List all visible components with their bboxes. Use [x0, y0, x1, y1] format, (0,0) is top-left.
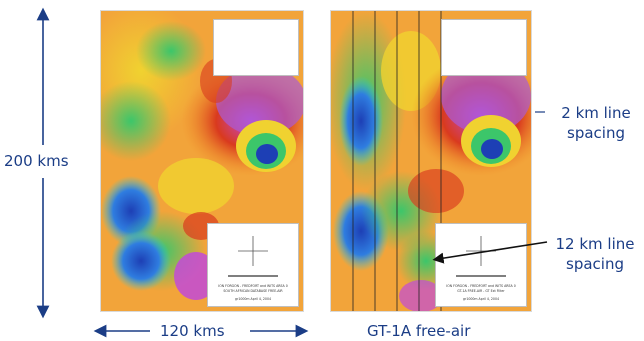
left-caption-3: gr1000m April 4, 2004: [234, 297, 272, 301]
annotation-2km-line1: 2 km line: [561, 104, 631, 122]
left-caption-2: SOUTH AFRICAN DATABASE FREE-AIR: [223, 289, 283, 293]
left-map-legend-top: [213, 19, 299, 76]
right-caption-1: ION FORGON - FREDFORT and WITS AREA 0: [446, 284, 516, 288]
width-label: 120 kms: [160, 322, 225, 340]
right-map-title: GT-1A free-air: [367, 322, 471, 340]
height-label: 200 kms: [4, 152, 69, 170]
flight-lines: [352, 11, 442, 311]
annotation-12km-line2: spacing: [566, 255, 624, 273]
right-map-legend-top: [441, 19, 527, 76]
right-caption-2: GT-1A FREE-AIR - GT Ext Filter: [457, 289, 505, 293]
annotation-12km-line1: 12 km line: [555, 235, 635, 253]
left-gravity-map: ION FORGON - FREDFORT and WITS AREA 0 SO…: [100, 10, 304, 312]
compass-icon: [228, 236, 278, 277]
annotation-2km-line2: spacing: [567, 124, 625, 142]
left-caption-1: ION FORGON - FREDFORT and WITS AREA 0: [218, 284, 288, 288]
right-map-legend-bottom: ION FORGON - FREDFORT and WITS AREA 0 GT…: [435, 223, 527, 307]
pointer-12km: [432, 241, 548, 264]
right-gravity-map: ION FORGON - FREDFORT and WITS AREA 0 GT…: [330, 10, 532, 312]
right-caption-3: gr1000m April 4, 2004: [462, 297, 500, 301]
left-map-legend-bottom: ION FORGON - FREDFORT and WITS AREA 0 SO…: [207, 223, 299, 307]
